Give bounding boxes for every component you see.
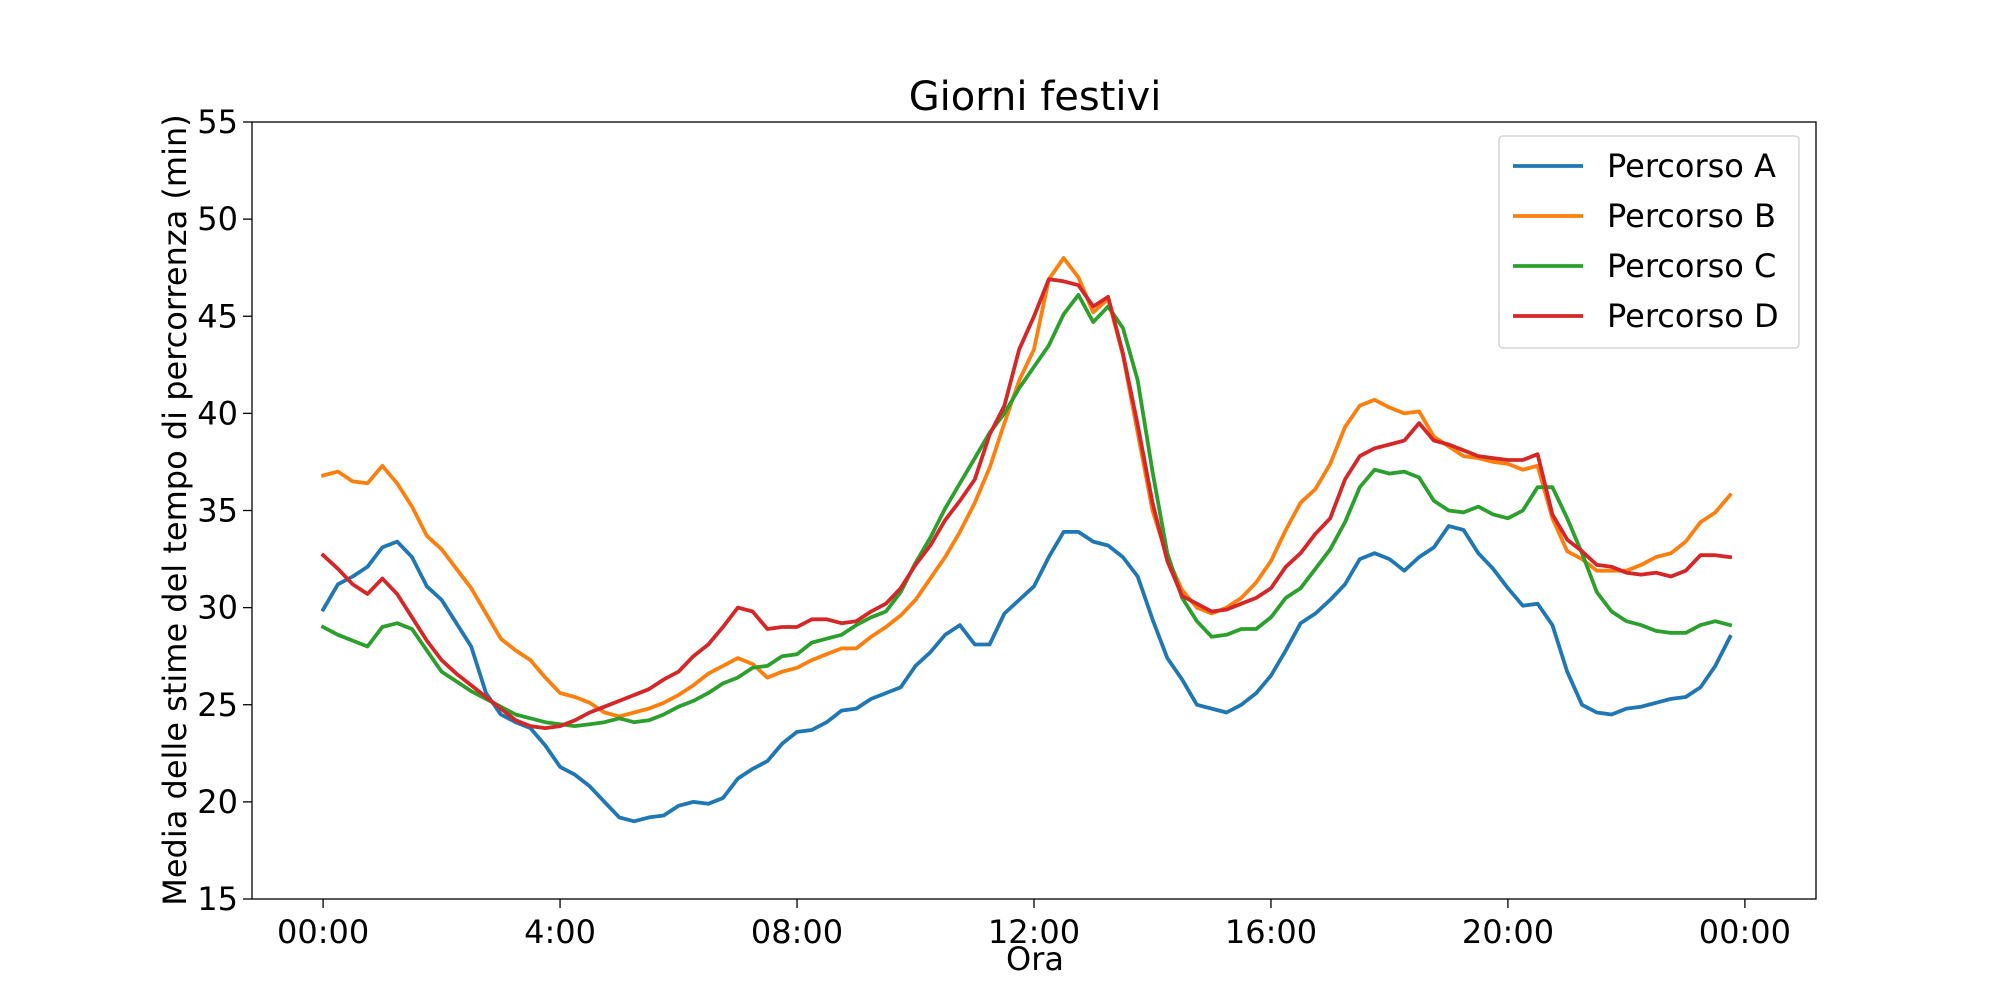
- y-tick-label: 55: [197, 103, 238, 141]
- y-tick-label: 35: [197, 492, 238, 530]
- x-tick-label: 16:00: [1225, 913, 1317, 951]
- y-axis-title: Media delle stime del tempo di percorren…: [156, 114, 194, 906]
- chart-title: Giorni festivi: [909, 74, 1162, 120]
- legend-label-2: Percorso B: [1607, 197, 1776, 235]
- y-tick-label: 15: [197, 880, 238, 918]
- y-tick-label: 20: [197, 783, 238, 821]
- legend-label-3: Percorso C: [1607, 247, 1776, 285]
- legend-frame: [1498, 135, 1800, 349]
- x-tick-label: 12:00: [988, 913, 1080, 951]
- series-layer: [320, 256, 1733, 824]
- legend-label-4: Percorso D: [1607, 297, 1779, 335]
- y-tick-label: 45: [197, 297, 238, 335]
- y-tick-label: 25: [197, 686, 238, 724]
- series-line-4: [320, 277, 1733, 730]
- series-line-1: [320, 524, 1733, 824]
- x-tick-label: 00:00: [1699, 913, 1791, 951]
- x-tick-label: 00:00: [277, 913, 369, 951]
- legend: Percorso A Percorso B Percorso C Percorso D: [1498, 135, 1800, 349]
- legend-label-1: Percorso A: [1607, 147, 1776, 185]
- y-axis: 15 20 25 30 35 40 45 50 55: [197, 103, 252, 918]
- y-tick-label: 40: [197, 394, 238, 432]
- x-axis: 00:00 4:00 08:00 12:00 16:00 20:00 00:00: [277, 899, 1791, 951]
- x-axis-title: Ora: [1006, 940, 1064, 978]
- x-tick-label: 4:00: [524, 913, 596, 951]
- series-line-2: [320, 256, 1733, 719]
- y-tick-label: 30: [197, 589, 238, 627]
- x-tick-label: 08:00: [751, 913, 843, 951]
- y-tick-label: 50: [197, 200, 238, 238]
- x-tick-label: 20:00: [1462, 913, 1554, 951]
- series-line-3: [320, 293, 1733, 728]
